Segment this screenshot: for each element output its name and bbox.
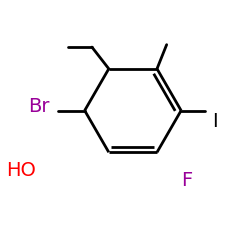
Text: Br: Br <box>28 98 50 116</box>
Text: I: I <box>212 112 218 131</box>
Text: HO: HO <box>6 161 36 180</box>
Text: F: F <box>181 171 192 190</box>
